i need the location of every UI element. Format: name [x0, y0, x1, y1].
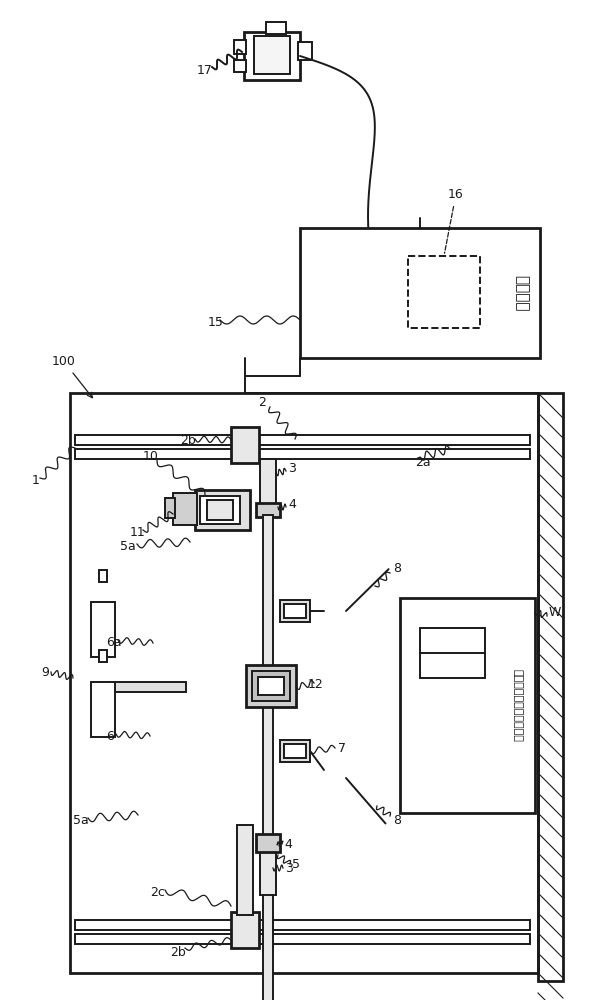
Text: 2: 2	[258, 396, 266, 410]
Text: W: W	[549, 606, 561, 619]
Polygon shape	[93, 595, 198, 685]
Polygon shape	[73, 610, 91, 630]
Bar	[420, 628, 485, 678]
Bar	[99, 570, 107, 582]
Bar	[538, 393, 563, 981]
Text: 12: 12	[308, 678, 324, 692]
Text: 3: 3	[285, 861, 293, 874]
Bar	[91, 602, 115, 657]
Bar	[99, 650, 107, 662]
Bar	[408, 256, 480, 328]
Polygon shape	[73, 628, 91, 648]
Text: 被焊接构件（焊接对象）: 被焊接构件（焊接对象）	[512, 669, 522, 741]
Bar	[256, 834, 280, 852]
Bar	[234, 40, 246, 54]
Circle shape	[319, 247, 365, 293]
Polygon shape	[73, 708, 91, 728]
Bar	[173, 493, 197, 525]
Text: 5a: 5a	[73, 814, 89, 826]
Bar	[195, 490, 250, 530]
Bar	[75, 920, 530, 930]
Text: 11: 11	[130, 526, 146, 540]
Bar	[260, 850, 276, 895]
Polygon shape	[344, 784, 393, 832]
Text: 10: 10	[143, 450, 159, 464]
Polygon shape	[73, 592, 91, 612]
Text: 2b: 2b	[180, 434, 195, 448]
Bar	[165, 498, 175, 518]
Bar	[280, 740, 310, 762]
Circle shape	[324, 600, 346, 622]
Bar	[300, 228, 540, 358]
Circle shape	[271, 23, 281, 33]
Text: 15: 15	[208, 316, 224, 328]
Bar	[75, 435, 530, 445]
Bar	[237, 825, 253, 915]
Bar	[75, 449, 530, 459]
Text: 6: 6	[106, 730, 114, 742]
Bar	[231, 912, 259, 948]
Text: 7: 7	[338, 742, 346, 756]
Circle shape	[260, 678, 276, 694]
Bar	[231, 427, 259, 463]
Polygon shape	[73, 672, 91, 692]
Circle shape	[324, 767, 346, 789]
Polygon shape	[91, 660, 115, 682]
Polygon shape	[93, 692, 203, 790]
Circle shape	[262, 38, 298, 74]
Bar	[298, 42, 312, 60]
Text: 9: 9	[41, 666, 49, 678]
Text: 8: 8	[393, 562, 401, 576]
Text: 6a: 6a	[106, 636, 122, 648]
Bar	[200, 496, 240, 524]
Bar	[207, 500, 233, 520]
Bar	[246, 665, 296, 707]
Text: 8: 8	[393, 814, 401, 826]
Text: 控制装置: 控制装置	[514, 275, 529, 311]
Bar	[75, 934, 530, 944]
Polygon shape	[91, 580, 115, 602]
Bar	[252, 671, 290, 701]
Bar	[244, 32, 300, 80]
Polygon shape	[73, 690, 91, 710]
Bar	[284, 604, 306, 618]
Bar	[234, 60, 246, 72]
Bar	[263, 515, 273, 1000]
Text: 3: 3	[288, 462, 296, 476]
Text: 4: 4	[284, 838, 292, 850]
Text: 5: 5	[292, 858, 300, 871]
Bar	[280, 600, 310, 622]
Bar	[70, 393, 538, 973]
Text: 2a: 2a	[415, 456, 431, 470]
Bar	[256, 503, 280, 517]
Text: 2b: 2b	[170, 946, 186, 958]
Bar	[91, 682, 115, 737]
Text: 2c: 2c	[150, 886, 165, 898]
Bar	[258, 677, 284, 695]
Bar	[260, 459, 276, 504]
Text: 17: 17	[197, 64, 213, 77]
Text: 16: 16	[445, 188, 464, 253]
Circle shape	[270, 46, 290, 66]
Bar	[254, 36, 290, 74]
Bar	[284, 744, 306, 758]
Text: 100: 100	[52, 355, 92, 398]
Circle shape	[275, 51, 285, 61]
Text: 5a: 5a	[120, 540, 136, 554]
Bar	[400, 598, 535, 813]
Polygon shape	[346, 560, 396, 606]
Circle shape	[319, 295, 365, 341]
Text: 4: 4	[288, 498, 296, 512]
Bar	[110, 682, 186, 692]
Text: 1: 1	[32, 475, 40, 488]
Bar	[266, 22, 286, 34]
